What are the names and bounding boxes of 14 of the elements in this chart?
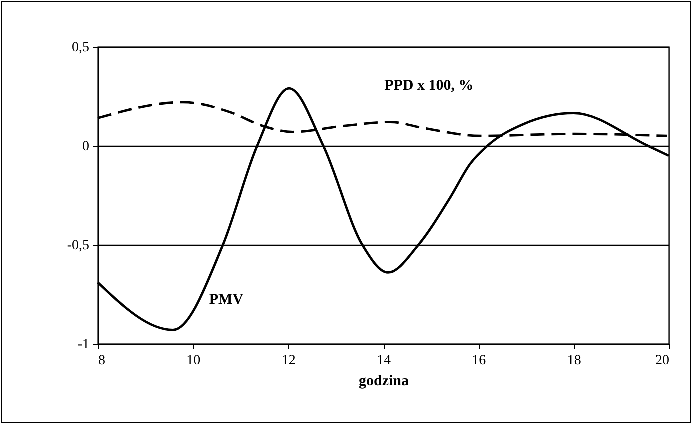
- x-axis-title: godzina: [358, 374, 410, 390]
- series-label: PMV: [209, 292, 244, 308]
- y-tick-label: -0,5: [67, 238, 90, 254]
- series-label: PPD x 100, %: [384, 78, 474, 94]
- x-tick-label: 10: [186, 354, 201, 368]
- x-tick-label: 14: [377, 354, 391, 368]
- x-tick-label: 16: [472, 354, 486, 368]
- y-tick-label: 0,5: [72, 40, 90, 56]
- x-tick-label: 8: [98, 354, 106, 368]
- x-tick-label: 12: [282, 354, 296, 368]
- y-tick-label: 0: [82, 140, 90, 154]
- y-tick-label: -1: [78, 338, 90, 352]
- x-tick-label: 20: [656, 354, 670, 368]
- x-tick-label: 18: [567, 354, 582, 368]
